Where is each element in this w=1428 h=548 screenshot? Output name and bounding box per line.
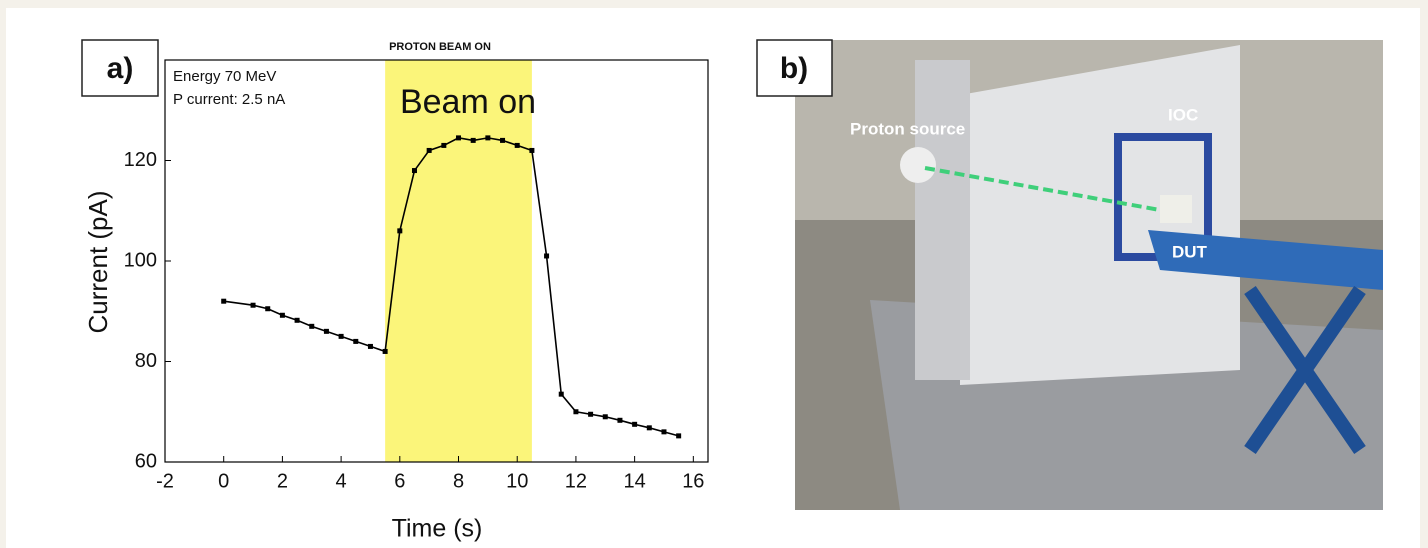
data-point [279,312,285,318]
data-point [485,135,491,141]
data-point [558,391,564,397]
x-tick-label: 0 [218,470,229,492]
data-point [676,433,682,439]
annotation: Energy 70 MeV [173,68,276,85]
photo-lift [1148,230,1383,290]
data-point [456,135,462,141]
photo-box [960,45,1240,385]
data-point [294,317,300,323]
data-point [544,253,550,259]
data-point [382,348,388,354]
y-tick-label: 60 [135,450,157,472]
data-point [353,338,359,344]
data-point [632,421,638,427]
annotation: P current: 2.5 nA [173,91,285,108]
panel-label: b) [780,52,808,85]
data-point [411,168,417,174]
data-point [617,417,623,423]
chart: -2 0 2 4 6 8 10 12 14 16 60 80 100 120 Time (s) Current… [81,39,709,543]
data-point [646,425,652,431]
x-tick-label: 6 [394,470,405,492]
x-tick-label: 8 [453,470,464,492]
shaded-span [385,60,532,462]
y-axis-label: Current (pA) [83,190,113,333]
photo-label: Proton source [850,119,965,138]
data-point [221,298,227,304]
data-point [529,147,535,153]
data-point [323,328,329,334]
photo-box-side [915,60,970,380]
panel-label-box [756,39,833,97]
y-tick-label: 100 [124,249,157,271]
x-tick-label: 10 [506,470,528,492]
data-point [573,409,579,415]
annotation: Beam on [400,83,536,121]
x-tick-label: 16 [682,470,704,492]
x-tick-label: -2 [156,470,174,492]
x-tick-label: 14 [623,470,645,492]
data-point [397,228,403,234]
panel-label-box [81,39,159,97]
data-point [500,137,506,143]
data-point [426,147,432,153]
photo-lift-leg [1244,286,1366,454]
x-tick-label: 2 [277,470,288,492]
photo-dut [1160,195,1192,223]
data-point [441,142,447,148]
photo-label: IOC [1168,105,1198,124]
data-point [514,142,520,148]
data-point [470,137,476,143]
data-point [309,323,315,329]
photo: Proton source IOC DUT [795,40,1383,510]
panel-label: a) [107,52,134,85]
photo-label: DUT [1172,242,1208,261]
x-axis-label: Time (s) [392,515,483,543]
data-point [265,306,271,312]
x-tick-label: 4 [336,470,347,492]
data-point [367,343,373,349]
data-point [588,411,594,417]
data-point [250,302,256,308]
data-point [338,333,344,339]
data-point [602,414,608,420]
x-tick-label: 12 [565,470,587,492]
photo-source [900,147,936,183]
photo-beam-arrow [924,166,1161,212]
chart-title: PROTON BEAM ON [389,41,491,53]
data-point [661,429,667,435]
y-tick-label: 120 [124,149,157,171]
y-tick-label: 80 [135,350,157,372]
